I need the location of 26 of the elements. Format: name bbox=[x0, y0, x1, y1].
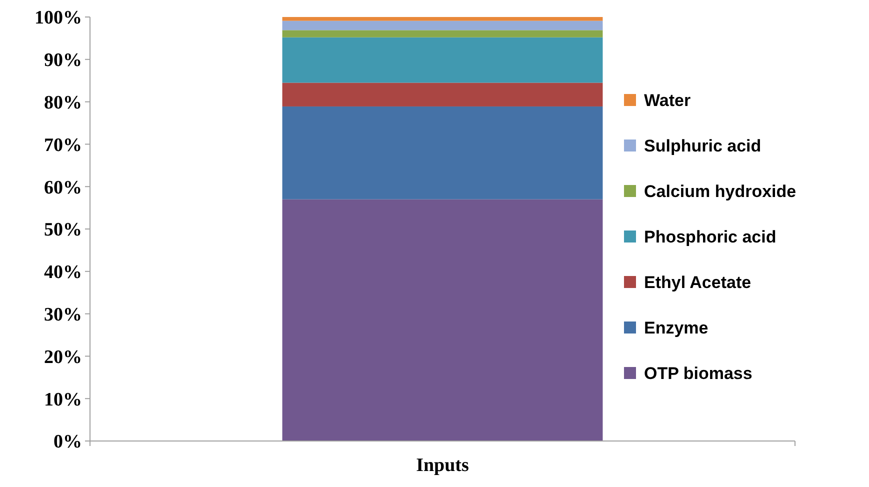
bar bbox=[282, 17, 603, 21]
bar bbox=[282, 20, 603, 30]
legend-label: Water bbox=[644, 90, 691, 110]
legend-label: Phosphoric acid bbox=[644, 227, 776, 246]
y-tick-label: 20% bbox=[44, 346, 82, 368]
y-tick-label: 0% bbox=[54, 432, 82, 453]
y-tick-label: 50% bbox=[44, 220, 82, 241]
legend-label: Sulphuric acid bbox=[644, 136, 762, 156]
bar bbox=[282, 37, 603, 83]
y-tick-label: 60% bbox=[44, 177, 82, 198]
y-tick-label: 90% bbox=[44, 50, 82, 72]
legend-label: OTP biomass bbox=[644, 364, 752, 383]
legend-label: Enzyme bbox=[644, 318, 708, 338]
legend-label: Calcium hydroxide bbox=[644, 182, 796, 201]
bar bbox=[282, 82, 603, 106]
y-tick-label: 10% bbox=[44, 389, 82, 410]
y-tick-label: 80% bbox=[44, 92, 82, 114]
legend-label: Ethyl Acetate bbox=[644, 272, 752, 292]
y-tick-label: 40% bbox=[44, 262, 82, 284]
y-tick-label: 30% bbox=[44, 304, 82, 326]
bar bbox=[282, 30, 603, 38]
y-tick-label: 100% bbox=[34, 8, 82, 29]
x-tick-label: Inputs bbox=[416, 455, 469, 476]
bar bbox=[282, 106, 603, 200]
y-tick-label: 70% bbox=[44, 134, 82, 156]
bar bbox=[282, 199, 603, 441]
